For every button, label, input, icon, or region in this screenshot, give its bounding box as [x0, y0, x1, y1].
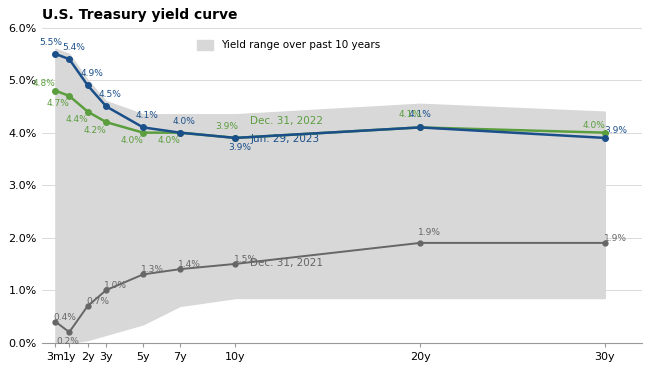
Text: 3.9%: 3.9% — [604, 126, 627, 135]
Text: 1.3%: 1.3% — [141, 265, 164, 275]
Text: 4.2%: 4.2% — [84, 126, 107, 135]
Text: 4.1%: 4.1% — [409, 110, 432, 119]
Text: U.S. Treasury yield curve: U.S. Treasury yield curve — [42, 9, 237, 22]
Text: 5.4%: 5.4% — [62, 43, 85, 52]
Text: 4.0%: 4.0% — [582, 121, 605, 130]
Text: 4.0%: 4.0% — [121, 136, 144, 145]
Text: 5.5%: 5.5% — [40, 38, 63, 47]
Text: 4.1%: 4.1% — [136, 111, 159, 121]
Text: 0.4%: 0.4% — [54, 313, 77, 322]
Text: 3.9%: 3.9% — [228, 143, 251, 152]
Text: 4.4%: 4.4% — [65, 115, 88, 124]
Text: 1.9%: 1.9% — [419, 228, 441, 237]
Text: 4.0%: 4.0% — [157, 136, 181, 145]
Text: 0.7%: 0.7% — [86, 297, 109, 306]
Text: 1.0%: 1.0% — [105, 281, 127, 290]
Text: 4.0%: 4.0% — [173, 117, 196, 126]
Text: 0.2%: 0.2% — [57, 337, 79, 346]
Text: 1.9%: 1.9% — [604, 234, 627, 243]
Text: Dec. 31, 2021: Dec. 31, 2021 — [250, 258, 323, 268]
Text: 3.9%: 3.9% — [216, 122, 239, 131]
Text: 1.5%: 1.5% — [233, 255, 257, 264]
Legend: Yield range over past 10 years: Yield range over past 10 years — [193, 36, 384, 55]
Text: Dec. 31, 2022: Dec. 31, 2022 — [250, 116, 323, 127]
Text: Jun. 29, 2023: Jun. 29, 2023 — [250, 134, 319, 144]
Text: 4.9%: 4.9% — [81, 70, 103, 78]
Text: 4.7%: 4.7% — [47, 100, 70, 108]
Text: 1.4%: 1.4% — [178, 260, 202, 269]
Text: 4.1%: 4.1% — [399, 110, 422, 119]
Text: 4.8%: 4.8% — [33, 79, 56, 88]
Text: 4.5%: 4.5% — [99, 91, 122, 100]
